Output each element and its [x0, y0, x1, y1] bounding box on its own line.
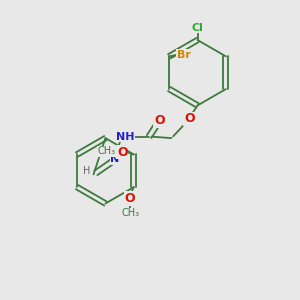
Text: Br: Br: [177, 50, 190, 60]
Text: CH₃: CH₃: [121, 208, 139, 218]
Text: Cl: Cl: [192, 22, 203, 32]
Text: O: O: [184, 112, 194, 125]
Text: H: H: [83, 166, 91, 176]
Text: O: O: [154, 114, 165, 127]
Text: N: N: [110, 154, 120, 164]
Text: O: O: [117, 146, 128, 159]
Text: CH₃: CH₃: [98, 146, 116, 156]
Text: O: O: [125, 192, 136, 205]
Text: NH: NH: [116, 132, 135, 142]
